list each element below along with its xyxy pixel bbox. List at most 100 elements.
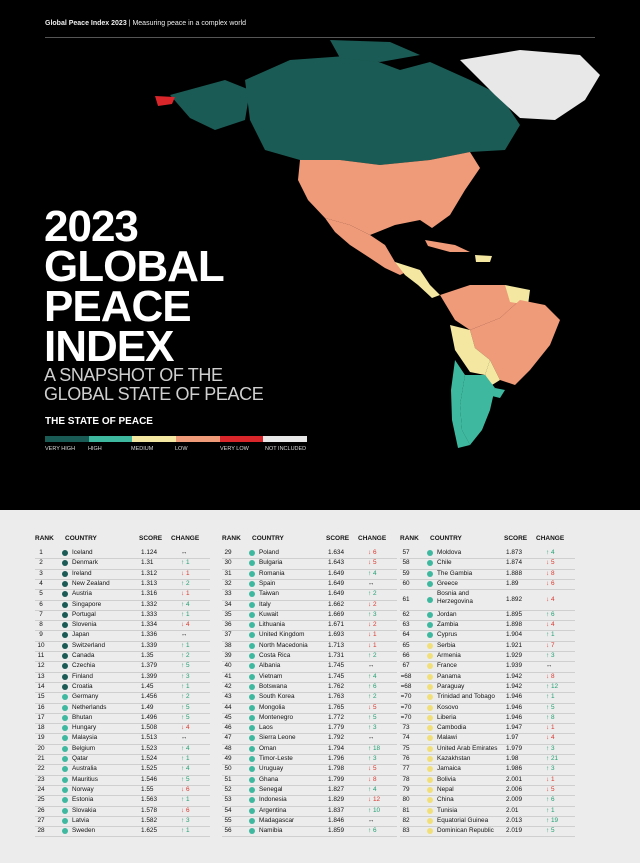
country-cell: Australia [72, 765, 97, 773]
country-cell: Mauritius [72, 775, 98, 783]
peace-level-dot [427, 683, 433, 690]
legend-color-bar [45, 436, 308, 442]
rank-cell: 56 [224, 827, 232, 835]
row-divider [35, 723, 210, 725]
row-divider [222, 681, 397, 683]
col-header-country: COUNTRY [65, 535, 97, 542]
change-up-arrow-icon: ↑ 5 [181, 662, 190, 670]
peace-level-dot [249, 580, 255, 587]
country-cell: Austria [72, 590, 92, 598]
table-row: 41 Vietnam 1.745 ↑ 4 [222, 673, 397, 683]
country-cell: Montenegro [259, 713, 294, 721]
change-up-arrow-icon: ↑ 2 [181, 693, 190, 701]
table-row: 82 Equatorial Guinea 2.013 ↑ 19 [400, 817, 575, 827]
rank-cell: 59 [402, 569, 410, 577]
table-row: 61 Bosnia and Herzegovina 1.892 ↓ 4 [400, 590, 575, 611]
table-row: 16 Netherlands 1.49 ↑ 5 [35, 704, 210, 714]
rank-cell: 40 [224, 662, 232, 670]
hero-section: Global Peace Index 2023 | Measuring peac… [44, 20, 600, 452]
country-cell: Botswana [259, 682, 288, 690]
rank-cell: 65 [402, 641, 410, 649]
score-cell: 1.986 [506, 765, 522, 773]
rank-cell: 29 [224, 549, 232, 556]
country-cell: Paraguay [437, 682, 465, 690]
legend-label: MEDIUM [131, 446, 154, 452]
legend-label: VERY HIGH [45, 446, 76, 452]
score-cell: 1.55 [141, 785, 154, 793]
country-cell: Malaysia [72, 734, 98, 742]
rank-cell: 7 [39, 610, 43, 618]
rank-cell: 28 [37, 827, 45, 835]
map-region-alaska [170, 80, 250, 130]
row-divider [222, 836, 397, 838]
country-cell: Slovenia [72, 621, 97, 629]
country-cell: Finland [72, 672, 93, 680]
table-row: 6 Singapore 1.332 ↑ 4 [35, 601, 210, 611]
country-cell: Liberia [437, 713, 457, 721]
change-up-arrow-icon: ↑ 2 [368, 652, 377, 659]
change-up-arrow-icon: ↑ 5 [181, 703, 190, 711]
score-cell: 1.89 [506, 579, 519, 587]
score-cell: 1.929 [506, 652, 522, 659]
col-header-rank: RANK [222, 535, 241, 542]
country-cell: Serbia [437, 641, 456, 649]
row-divider [35, 754, 210, 755]
peace-level-dot [249, 653, 255, 659]
rank-cell: 32 [224, 579, 232, 587]
row-divider [222, 764, 397, 766]
map-region-uruguay [492, 388, 505, 398]
change-up-arrow-icon: ↑ 1 [181, 610, 190, 618]
score-cell: 1.796 [328, 755, 344, 762]
peace-level-dot [249, 550, 255, 556]
score-cell: 1.846 [328, 816, 344, 824]
table-row: 22 Australia 1.525 ↑ 4 [35, 765, 210, 775]
row-divider [400, 558, 575, 560]
table-row: 65 Serbia 1.921 ↓ 7 [400, 642, 575, 652]
col-header-score: SCORE [326, 535, 350, 542]
row-divider [400, 784, 575, 786]
legend-swatch [263, 436, 308, 442]
report-subtitle: Measuring peace in a complex world [132, 20, 247, 27]
rank-cell: 50 [224, 765, 232, 773]
row-divider [400, 764, 575, 766]
country-cell: Vietnam [259, 672, 283, 680]
country-cell: Costa Rica [259, 652, 291, 659]
change-up-arrow-icon: ↑ 5 [546, 703, 555, 711]
peace-level-dot [62, 756, 68, 762]
title-line: PEACE [44, 282, 192, 331]
country-cell: Portugal [72, 610, 96, 618]
score-cell: 1.49 [141, 703, 154, 711]
peace-level-dot [62, 683, 68, 690]
table-row: 58 Chile 1.874 ↓ 5 [400, 559, 575, 569]
score-cell: 1.649 [328, 590, 344, 598]
table-row: =70 Liberia 1.946 ↑ 8 [400, 714, 575, 724]
score-cell: 1.313 [141, 579, 157, 587]
score-cell: 1.649 [328, 579, 344, 587]
change-up-arrow-icon: ↑ 5 [546, 827, 555, 835]
rank-cell: 51 [224, 775, 232, 783]
change-up-arrow-icon: ↑ 3 [368, 724, 377, 732]
peace-level-dot [427, 622, 433, 629]
subtitle: A SNAPSHOT OF THE GLOBAL STATE OF PEACE [44, 366, 264, 404]
country-cell: Slovakia [72, 806, 97, 814]
table-row: 43 South Korea 1.763 ↑ 2 [222, 693, 397, 703]
change-up-arrow-icon: ↑ 4 [368, 785, 377, 793]
peace-level-dot [427, 611, 433, 618]
peace-level-dot [62, 580, 68, 587]
table-row: 19 Malaysia 1.513 ↔ [35, 734, 210, 744]
rank-cell: 63 [402, 621, 410, 629]
rank-cell: 36 [224, 621, 232, 629]
rank-cell: 34 [224, 600, 232, 608]
main-title: 2023 GLOBAL PEACE INDEX [44, 205, 225, 369]
table-row: 24 Norway 1.55 ↓ 6 [35, 786, 210, 796]
legend-swatch [88, 436, 133, 442]
row-divider [222, 558, 397, 560]
rank-cell: 43 [224, 693, 232, 701]
change-down-arrow-icon: ↓ 12 [368, 796, 381, 804]
row-divider [400, 692, 575, 694]
row-divider [222, 589, 397, 591]
peace-level-dot [62, 611, 68, 618]
score-cell: 1.582 [141, 816, 157, 824]
change-up-arrow-icon: ↑ 4 [546, 549, 555, 556]
table-row: 51 Ghana 1.799 ↓ 8 [222, 776, 397, 786]
